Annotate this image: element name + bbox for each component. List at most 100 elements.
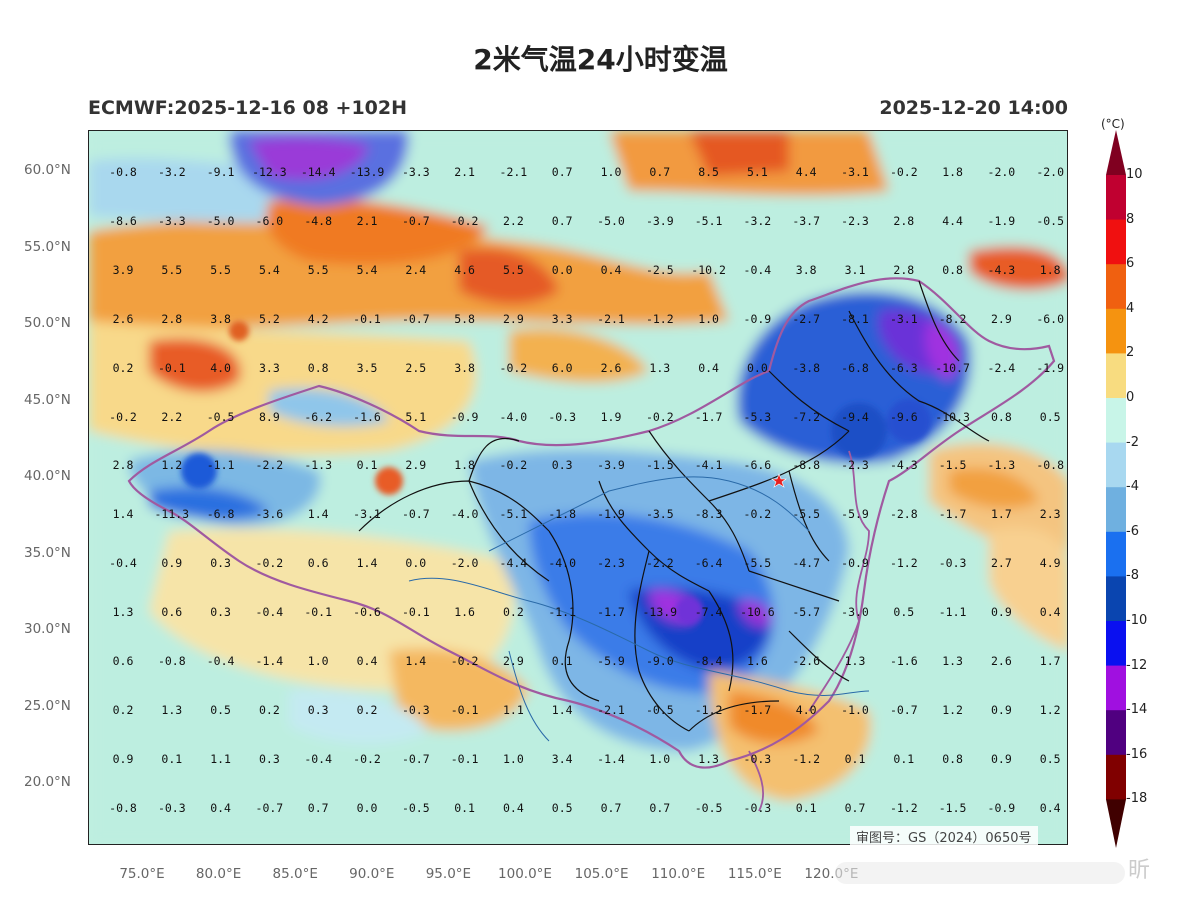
grid-value: 0.5 xyxy=(210,702,231,717)
grid-value: 0.3 xyxy=(307,702,329,717)
grid-value: 1.0 xyxy=(307,654,329,668)
grid-value: -0.2 xyxy=(450,654,479,668)
grid-value: 1.4 xyxy=(112,507,134,522)
grid-value: 2.8 xyxy=(893,262,915,277)
grid-value: -0.2 xyxy=(889,165,918,179)
grid-value: 0.3 xyxy=(210,605,231,620)
longitude-tick-label: 90.0°E xyxy=(349,866,395,882)
grid-value: 6.0 xyxy=(551,360,573,375)
grid-value: -6.0 xyxy=(255,213,284,228)
grid-value: -1.2 xyxy=(889,800,918,815)
grid-value: -9.1 xyxy=(206,165,235,179)
grid-value: -1.6 xyxy=(353,409,381,424)
grid-value: 1.2 xyxy=(942,702,963,717)
grid-value: 1.9 xyxy=(600,409,622,424)
grid-value: -7.4 xyxy=(694,605,723,620)
grid-value: 5.4 xyxy=(356,262,378,277)
colorbar-segment xyxy=(1106,219,1126,265)
grid-value: -2.1 xyxy=(499,165,528,179)
grid-value: 5.5 xyxy=(503,262,524,277)
longitude-tick-label: 95.0°E xyxy=(425,866,472,882)
grid-value: 1.3 xyxy=(161,702,183,717)
grid-value: 1.0 xyxy=(600,165,622,179)
grid-value: -3.7 xyxy=(792,213,821,228)
longitude-tick-label: 105.0°E xyxy=(574,866,629,882)
colorbar-segment xyxy=(1106,175,1126,221)
grid-value: 0.7 xyxy=(649,800,671,815)
grid-value: 1.4 xyxy=(356,556,378,571)
grid-value: -1.3 xyxy=(987,458,1016,473)
grid-value: 0.7 xyxy=(600,800,622,815)
grid-value: -8.8 xyxy=(792,458,821,473)
grid-value: -0.8 xyxy=(109,165,137,179)
grid-value: -1.2 xyxy=(694,702,723,717)
grid-value: -1.4 xyxy=(255,654,284,668)
grid-value: 4.9 xyxy=(1039,556,1061,571)
grid-value: -5.0 xyxy=(597,213,625,228)
grid-value: -2.1 xyxy=(597,311,625,326)
grid-value: 1.1 xyxy=(210,751,231,766)
latitude-tick-label: 60.0°N xyxy=(24,162,71,178)
grid-value: -0.7 xyxy=(401,311,430,326)
grid-value: -10.7 xyxy=(935,360,970,375)
grid-value: -4.7 xyxy=(792,556,821,571)
grid-value: -3.9 xyxy=(597,458,625,473)
grid-value: -13.9 xyxy=(642,605,678,620)
grid-value: -2.3 xyxy=(841,458,869,473)
longitude-tick-label: 100.0°E xyxy=(498,866,552,882)
grid-value: 0.6 xyxy=(161,605,183,620)
grid-value: -5.9 xyxy=(841,507,869,522)
grid-value: 0.4 xyxy=(1039,605,1061,620)
grid-value: -0.7 xyxy=(401,213,430,228)
grid-value: 3.8 xyxy=(454,360,475,375)
grid-value: 4.0 xyxy=(795,702,817,717)
grid-value: 3.5 xyxy=(356,360,378,375)
temperature-detail xyxy=(181,321,931,625)
colorbar-segment xyxy=(1106,487,1126,533)
grid-value: -6.0 xyxy=(1036,311,1065,326)
grid-value: -0.2 xyxy=(109,409,137,424)
grid-value: -5.3 xyxy=(743,409,772,424)
grid-value: 1.4 xyxy=(551,702,573,717)
grid-value: -1.3 xyxy=(304,458,333,473)
grid-value: 2.6 xyxy=(112,311,134,326)
grid-value: -10.6 xyxy=(740,605,775,620)
grid-value: -6.8 xyxy=(841,360,869,375)
grid-value: 0.5 xyxy=(1039,751,1061,766)
grid-value: -5.5 xyxy=(743,556,772,571)
grid-value: 2.7 xyxy=(991,556,1012,571)
grid-value: -5.1 xyxy=(499,507,528,522)
colorbar-tick-label: -12 xyxy=(1126,657,1148,673)
grid-value: 1.1 xyxy=(503,702,524,717)
grid-value: 0.1 xyxy=(844,751,866,766)
grid-value: -4.8 xyxy=(304,213,333,228)
grid-value: -2.2 xyxy=(255,458,284,473)
grid-value: -2.0 xyxy=(450,556,479,571)
grid-value: -0.3 xyxy=(743,800,772,815)
colorbar-segment xyxy=(1106,576,1126,622)
grid-value: -0.7 xyxy=(255,800,284,815)
grid-value: 0.4 xyxy=(210,800,231,815)
colorbar-segment xyxy=(1106,442,1126,488)
grid-value: 1.3 xyxy=(698,751,719,766)
grid-value: -1.1 xyxy=(548,605,577,620)
grid-value: -2.0 xyxy=(987,165,1016,179)
grid-value: -0.7 xyxy=(401,751,430,766)
grid-value: -1.1 xyxy=(206,458,235,473)
grid-value: 0.3 xyxy=(551,458,573,473)
grid-value: 2.9 xyxy=(991,311,1012,326)
colorbar-segment xyxy=(1106,665,1126,711)
longitude-tick-label: 75.0°E xyxy=(119,866,165,882)
grid-value: -2.0 xyxy=(1036,165,1065,179)
grid-value: 0.3 xyxy=(259,751,280,766)
province-boundaries xyxy=(358,280,990,732)
grid-value: -1.7 xyxy=(938,507,967,522)
grid-value: 0.7 xyxy=(551,165,573,179)
latitude-tick-label: 40.0°N xyxy=(24,468,71,484)
grid-value: 0.7 xyxy=(307,800,329,815)
map-canvas xyxy=(89,131,1067,844)
grid-value: -4.0 xyxy=(499,409,528,424)
grid-value: -1.5 xyxy=(645,458,674,473)
colorbar-segment xyxy=(1106,621,1126,667)
grid-value: -2.5 xyxy=(645,262,674,277)
